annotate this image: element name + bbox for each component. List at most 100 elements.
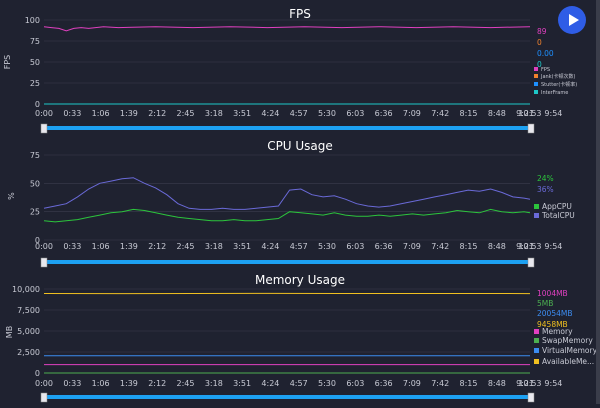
x-tick-label: 2:45 [177, 379, 195, 388]
legend-label[interactable]: AppCPU [542, 202, 572, 211]
legend-swatch [534, 204, 539, 209]
legend-swatch [534, 82, 538, 86]
chart-title: FPS [289, 7, 311, 21]
x-tick-label: 4:24 [261, 242, 279, 251]
legend-current-value: 89 [537, 27, 547, 36]
legend-swatch [534, 67, 538, 71]
legend-label[interactable]: Stutter(卡顿率) [541, 81, 577, 88]
x-tick-label: 1:06 [92, 109, 110, 118]
x-tick-label: 6:36 [375, 109, 393, 118]
slider-right-handle[interactable] [528, 124, 534, 133]
legend-label[interactable]: FPS [541, 67, 550, 73]
legend-swatch [534, 90, 538, 94]
slider-left-handle[interactable] [41, 124, 47, 133]
x-tick-label: 7:42 [431, 242, 449, 251]
x-tick-label: 1:39 [120, 109, 138, 118]
legend-swatch [534, 329, 539, 334]
legend-swatch [534, 213, 539, 218]
legend-label[interactable]: Memory [542, 327, 573, 336]
x-tick-label: 5:30 [318, 242, 336, 251]
series-line-fps [44, 27, 530, 31]
x-tick-label: 6:03 [346, 242, 364, 251]
y-axis-label: MB [5, 326, 14, 338]
x-tick-label: 9:54 [544, 242, 562, 251]
x-tick-label: 1:39 [120, 379, 138, 388]
x-tick-label: 3:51 [233, 379, 251, 388]
x-tick-label: 8:15 [460, 242, 478, 251]
y-axis-label: FPS [3, 55, 12, 70]
legend-current-value: 5MB [537, 299, 553, 308]
x-tick-label: 8:15 [460, 379, 478, 388]
chart-title: CPU Usage [267, 139, 333, 153]
scrollbar[interactable] [596, 0, 600, 404]
x-tick-label: 4:57 [290, 242, 308, 251]
x-tick-label: 1:39 [120, 242, 138, 251]
x-tick-label: 2:12 [148, 379, 166, 388]
x-tick-label: 0:00 [35, 242, 53, 251]
legend-swatch [534, 338, 539, 343]
y-tick-label: 0 [35, 369, 40, 378]
x-tick-label: 3:51 [233, 242, 251, 251]
x-tick-label: 2:45 [177, 242, 195, 251]
time-range-slider[interactable] [44, 395, 530, 399]
legend-current-value: 24% [537, 174, 554, 183]
x-tick-label: 4:57 [290, 379, 308, 388]
time-range-slider[interactable] [44, 126, 530, 130]
series-line-appcpu [44, 209, 530, 222]
legend-label[interactable]: AvailableMe... [542, 357, 594, 366]
x-tick-label: 5:30 [318, 109, 336, 118]
x-tick-label: 7:09 [403, 109, 421, 118]
y-tick-label: 25 [30, 79, 40, 88]
legend-label[interactable]: InterFrame [541, 90, 568, 96]
x-tick-label: 7:42 [431, 379, 449, 388]
slider-right-handle[interactable] [528, 258, 534, 267]
legend-label[interactable]: TotalCPU [541, 211, 575, 220]
play-icon [558, 6, 586, 34]
x-tick-label: 6:03 [346, 109, 364, 118]
x-tick-label: 4:57 [290, 109, 308, 118]
x-tick-label: 0:00 [35, 109, 53, 118]
x-tick-label: 2:45 [177, 109, 195, 118]
slider-left-handle[interactable] [41, 393, 47, 402]
x-tick-label: 3:18 [205, 109, 223, 118]
legend-current-value: 0 [537, 38, 542, 47]
y-tick-label: 75 [30, 37, 40, 46]
x-tick-label: 2:12 [148, 109, 166, 118]
legend-label[interactable]: SwapMemory [542, 336, 593, 345]
y-tick-label: 7,500 [17, 306, 40, 315]
legend-label[interactable]: VirtualMemory [542, 346, 598, 355]
x-tick-label: 0:33 [63, 242, 81, 251]
y-tick-label: 50 [30, 58, 40, 67]
y-axis-label: % [7, 192, 16, 200]
x-tick-label: 6:36 [375, 379, 393, 388]
legend-label[interactable]: Jank(卡顿次数) [540, 73, 576, 80]
x-tick-label: 0:00 [35, 379, 53, 388]
slider-right-handle[interactable] [528, 393, 534, 402]
time-range-slider[interactable] [44, 260, 530, 264]
legend-swatch [534, 359, 539, 364]
legend-swatch [534, 348, 539, 353]
play-button[interactable] [558, 6, 586, 34]
y-tick-label: 2,500 [17, 348, 40, 357]
x-tick-label: 6:03 [346, 379, 364, 388]
x-tick-label: 7:09 [403, 379, 421, 388]
y-tick-label: 100 [25, 16, 40, 25]
x-tick-label: 0:33 [63, 379, 81, 388]
series-line-totalcpu [44, 178, 530, 210]
x-tick-label: 3:18 [205, 242, 223, 251]
y-tick-label: 10,000 [12, 285, 40, 294]
y-tick-label: 0 [35, 100, 40, 109]
x-tick-label: 9:54 [544, 379, 562, 388]
x-tick-label: 10:53 [518, 242, 541, 251]
x-tick-label: 2:12 [148, 242, 166, 251]
x-tick-label: 3:18 [205, 379, 223, 388]
slider-left-handle[interactable] [41, 258, 47, 267]
legend-swatch [534, 74, 538, 78]
legend-current-value: 1004MB [537, 289, 568, 298]
x-tick-label: 8:48 [488, 109, 506, 118]
x-tick-label: 10:53 [518, 379, 541, 388]
